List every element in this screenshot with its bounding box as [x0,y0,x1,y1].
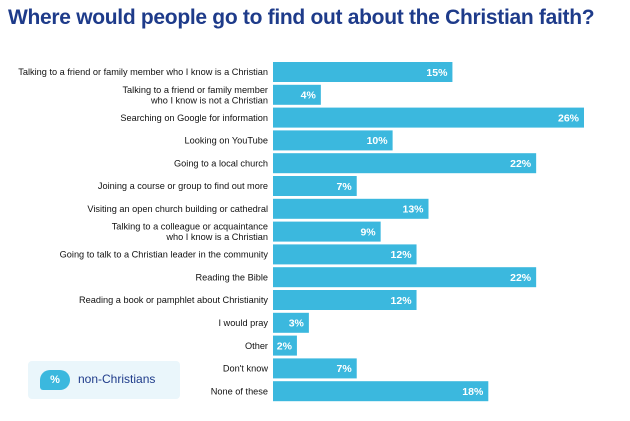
category-label: Searching on Google for information [120,113,268,123]
category-label: Reading a book or pamphlet about Christi… [79,295,268,305]
data-label: 4% [301,90,317,102]
data-label: 12% [391,249,413,261]
bar [273,290,417,310]
category-label: Don't know [223,364,269,374]
category-label: Looking on YouTube [185,136,268,146]
data-label: 22% [510,272,532,284]
data-label: 15% [426,67,448,79]
data-label: 3% [289,318,305,330]
data-label: 7% [337,181,353,193]
bar [273,107,584,128]
category-label: Going to talk to a Christian leader in t… [60,250,269,260]
data-label: 18% [462,386,484,398]
data-label: 9% [360,226,376,238]
bar [273,176,357,196]
bar [273,381,489,402]
speech-bubble-icon: % [40,370,70,390]
category-label: Joining a course or group to find out mo… [98,181,268,191]
data-label: 12% [391,295,413,307]
category-label: Other [245,341,268,351]
bar [273,335,297,356]
category-label: Going to a local church [174,158,268,168]
bar [273,198,429,219]
bar [273,84,321,105]
category-label: Talking to a friend or family member who … [122,85,268,106]
bar [273,221,381,242]
data-label: 7% [337,363,353,375]
category-label: Talking to a friend or family member who… [18,67,268,77]
bar [273,153,537,174]
bar [273,358,357,379]
legend-label: non-Christians [78,372,156,386]
data-label: 22% [510,158,532,170]
bar [273,130,393,151]
bar [273,267,537,288]
chart-title: Where would people go to find out about … [8,6,595,29]
data-label: 2% [277,340,293,352]
category-label: None of these [211,386,268,396]
data-label: 13% [402,204,424,216]
legend: % non-Christians [28,361,180,399]
category-label: I would pray [218,318,268,328]
data-label: 26% [558,112,580,124]
category-label: Reading the Bible [195,272,268,282]
data-label: 10% [367,135,389,147]
category-label: Talking to a colleague or acquaintance wh… [112,222,268,243]
category-label: Visiting an open church building or cath… [87,204,268,214]
bar [273,244,417,265]
bar [273,62,453,82]
bar [273,312,309,333]
